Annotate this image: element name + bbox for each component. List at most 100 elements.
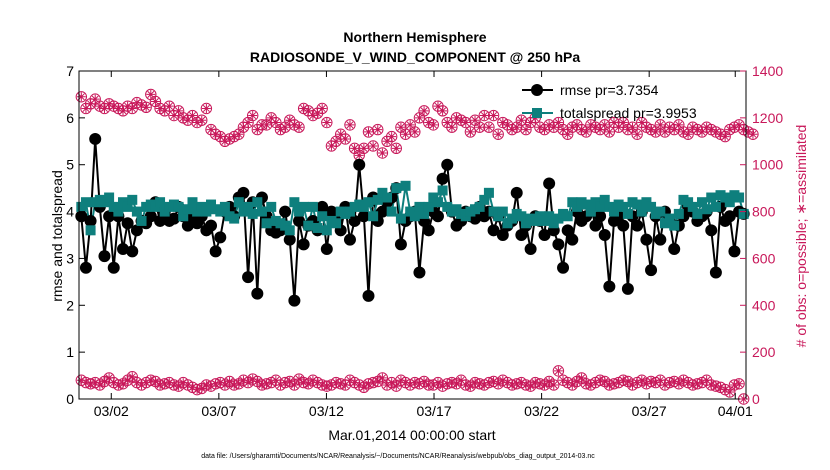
rmse-point bbox=[117, 243, 130, 256]
rmse-point bbox=[376, 205, 389, 218]
totalspread-point bbox=[284, 225, 295, 236]
obs-possible-point bbox=[515, 114, 528, 126]
obs-possible-point-circle bbox=[75, 91, 88, 103]
rmse-point bbox=[413, 266, 426, 279]
obs-possible-point-star bbox=[683, 129, 693, 139]
obs-possible-point-star bbox=[322, 118, 332, 128]
y-tick-label: 7 bbox=[66, 63, 74, 79]
totalspread-point bbox=[701, 204, 712, 215]
obs-possible-point-star bbox=[526, 118, 536, 128]
totalspread-point bbox=[655, 206, 666, 217]
obs-assimilated-point-star bbox=[567, 380, 577, 390]
totalspread-point bbox=[289, 197, 300, 208]
rmse-point bbox=[181, 219, 194, 232]
obs-assimilated-point-star bbox=[95, 380, 105, 390]
totalspread-point bbox=[673, 208, 684, 219]
obs-possible-point bbox=[358, 142, 370, 155]
obs-possible-point-star bbox=[340, 134, 350, 144]
totalspread-point bbox=[80, 197, 91, 208]
rmse-point bbox=[130, 224, 143, 237]
totalspread-point bbox=[692, 208, 703, 219]
obs-count-series bbox=[75, 88, 759, 405]
obs-assimilated-point bbox=[288, 379, 301, 391]
totalspread-point bbox=[409, 211, 420, 222]
x-tick-label: 03/12 bbox=[309, 403, 344, 419]
obs-possible-point-star bbox=[183, 115, 193, 125]
obs-assimilated-point-star bbox=[373, 376, 383, 386]
totalspread-point bbox=[127, 194, 138, 205]
rmse-point bbox=[279, 205, 292, 218]
rmse-point bbox=[422, 224, 435, 237]
totalspread-point bbox=[706, 192, 717, 203]
obs-possible-point-circle bbox=[316, 102, 328, 115]
totalspread-point bbox=[85, 225, 96, 236]
obs-possible-point bbox=[511, 121, 523, 133]
obs-assimilated-point bbox=[552, 365, 565, 377]
totalspread-point bbox=[608, 206, 619, 217]
rmse-point bbox=[107, 261, 120, 274]
rmse-point bbox=[640, 233, 653, 246]
obs-assimilated-point-star bbox=[150, 376, 160, 386]
rmse-point bbox=[668, 243, 681, 256]
obs-possible-point-star bbox=[76, 92, 86, 102]
obs-assimilated-point-star bbox=[452, 379, 462, 389]
obs-possible-point-star bbox=[405, 120, 415, 130]
obs-assimilated-point bbox=[724, 386, 736, 398]
totalspread-point bbox=[136, 215, 147, 226]
rmse-point bbox=[654, 233, 667, 246]
totalspread-point bbox=[243, 201, 254, 212]
obs-possible-point bbox=[427, 119, 440, 131]
rmse-point bbox=[728, 245, 741, 258]
obs-possible-point-star bbox=[479, 111, 489, 121]
totalspread-point bbox=[595, 201, 606, 212]
obs-possible-point bbox=[418, 105, 430, 117]
obs-possible-point-star bbox=[90, 94, 100, 104]
obs-possible-point-star bbox=[234, 129, 244, 139]
obs-possible-point-star bbox=[604, 127, 614, 137]
obs-possible-point-star bbox=[331, 136, 341, 146]
obs-possible-point-circle bbox=[515, 114, 528, 126]
obs-possible-point-star bbox=[350, 143, 360, 153]
obs-possible-point bbox=[747, 128, 759, 140]
totalspread-point bbox=[182, 204, 193, 215]
obs-possible-point bbox=[599, 119, 611, 131]
obs-possible-point bbox=[654, 119, 667, 131]
legend: rmse pr=3.7354 totalspread pr=3.9953 bbox=[522, 82, 697, 121]
totalspread-point bbox=[201, 206, 212, 217]
obs-possible-point-circle bbox=[362, 126, 375, 138]
obs-possible-point-star bbox=[632, 129, 642, 139]
totalspread-point bbox=[368, 211, 379, 222]
obs-possible-point bbox=[186, 109, 199, 122]
obs-possible-point-star bbox=[280, 122, 290, 132]
totalspread-point bbox=[382, 192, 393, 203]
obs-possible-point-star bbox=[243, 118, 253, 128]
totalspread-point bbox=[113, 206, 124, 217]
obs-possible-point bbox=[339, 133, 352, 145]
rmse-spread-series bbox=[75, 132, 750, 307]
obs-possible-point-circle bbox=[464, 126, 477, 138]
totalspread-point bbox=[187, 197, 198, 208]
rmse-point bbox=[394, 238, 407, 251]
obs-possible-point bbox=[580, 126, 592, 138]
obs-possible-point-star bbox=[387, 132, 397, 142]
obs-possible-point bbox=[149, 95, 162, 108]
y-tick-label: 0 bbox=[66, 391, 74, 407]
obs-possible-point bbox=[682, 128, 694, 140]
totalspread-point bbox=[696, 197, 707, 208]
totalspread-point bbox=[303, 220, 314, 231]
rmse-point bbox=[293, 214, 306, 227]
rmse-point bbox=[75, 210, 88, 223]
rmse-point bbox=[589, 219, 602, 232]
obs-possible-point-star bbox=[313, 108, 323, 118]
obs-assimilated-point-star bbox=[252, 376, 262, 386]
obs-possible-point-star bbox=[521, 125, 531, 135]
obs-possible-point-star bbox=[382, 136, 392, 146]
obs-possible-point-star bbox=[447, 122, 457, 132]
y-right-tick-label: 1400 bbox=[752, 63, 783, 79]
totalspread-point bbox=[233, 197, 244, 208]
totalspread-point bbox=[155, 197, 166, 208]
rmse-point bbox=[316, 200, 329, 213]
obs-possible-point-star bbox=[345, 120, 355, 130]
rmse-point bbox=[167, 212, 180, 225]
obs-possible-point-circle bbox=[409, 126, 421, 138]
